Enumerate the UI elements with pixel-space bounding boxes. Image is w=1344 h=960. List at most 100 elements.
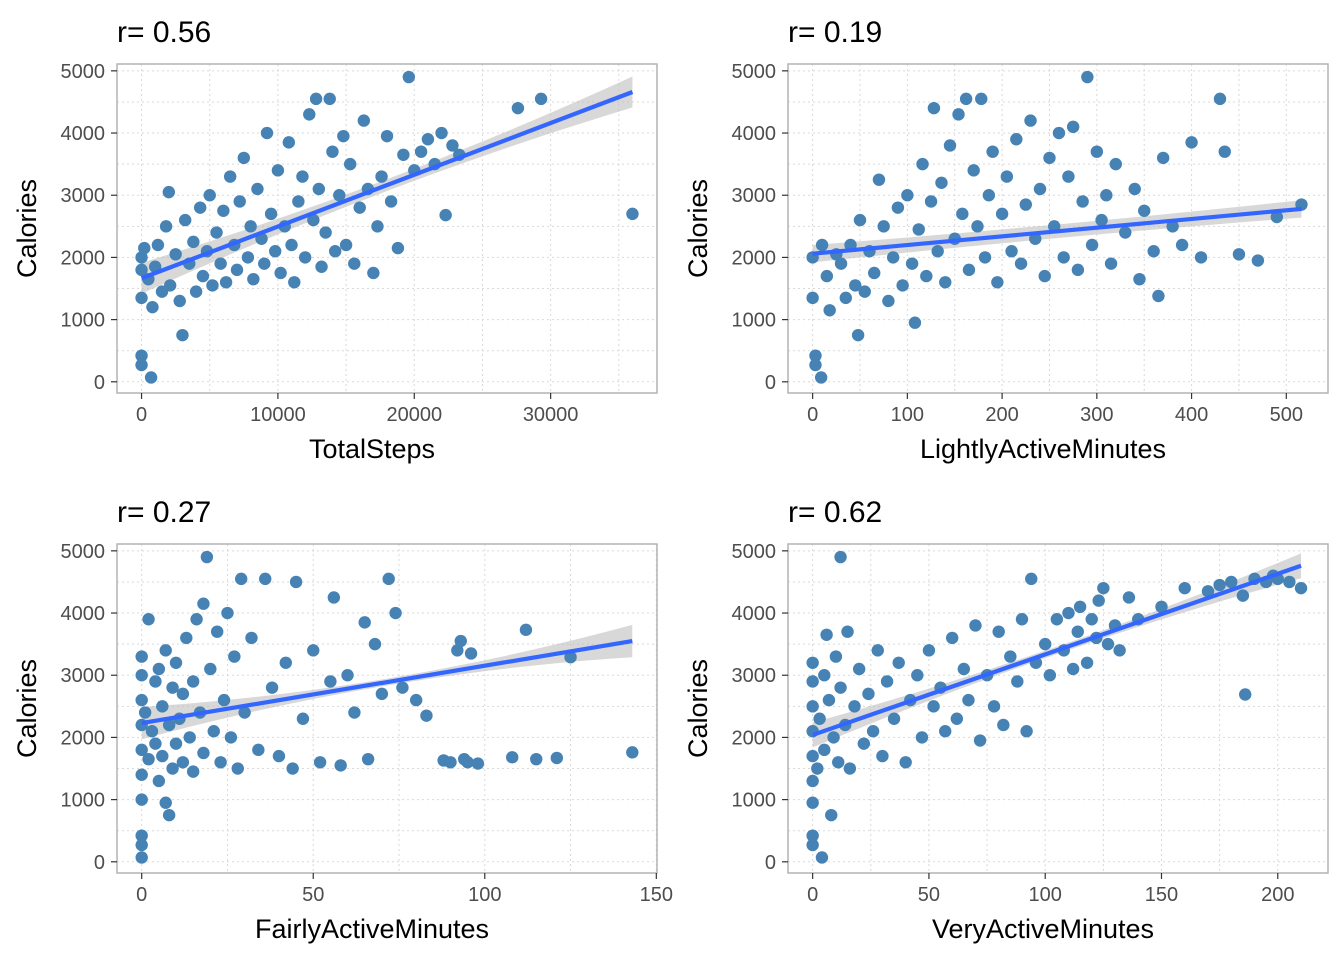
data-point (876, 749, 889, 763)
data-point (1097, 581, 1110, 595)
data-point (1185, 136, 1198, 149)
data-point (135, 291, 148, 305)
data-point (245, 631, 258, 645)
data-point (827, 731, 840, 744)
data-point (186, 765, 200, 778)
data-point (1039, 637, 1052, 651)
y-axis-title: Calories (12, 179, 42, 278)
data-point (135, 743, 148, 757)
data-point (135, 349, 148, 362)
data-point (159, 644, 172, 657)
x-tick-label: 200 (1261, 884, 1294, 906)
data-point (1101, 637, 1115, 651)
data-point (292, 195, 305, 208)
data-point (176, 328, 189, 342)
data-point (818, 669, 831, 682)
data-point (135, 838, 148, 852)
data-point (189, 285, 203, 298)
data-point (1033, 182, 1047, 196)
x-tick-label: 500 (1270, 404, 1303, 426)
data-point (1000, 170, 1014, 183)
data-point (1066, 662, 1080, 676)
data-point (343, 157, 357, 171)
data-point (1100, 189, 1113, 202)
data-point (871, 644, 884, 657)
data-point (806, 774, 819, 788)
data-point (135, 251, 148, 264)
y-axis-title: Calories (683, 179, 713, 278)
x-tick-label: 30000 (523, 404, 579, 426)
data-point (315, 260, 328, 273)
data-point (924, 195, 938, 208)
data-point (341, 669, 354, 682)
x-tick-label: 0 (807, 404, 818, 426)
x-tick-label: 100 (1029, 884, 1062, 906)
data-point (173, 294, 186, 308)
y-tick-label: 0 (94, 852, 105, 874)
data-point (823, 304, 836, 317)
data-point (829, 650, 843, 663)
data-point (872, 173, 886, 186)
data-point (162, 718, 176, 732)
data-point (152, 774, 166, 788)
data-point (307, 213, 320, 227)
y-tick-label: 3000 (732, 185, 777, 207)
data-point (384, 195, 398, 208)
data-point (1156, 151, 1170, 165)
data-point (834, 550, 847, 564)
data-point (1015, 613, 1029, 626)
data-point (176, 687, 190, 701)
data-point (891, 201, 905, 214)
data-point (420, 709, 433, 722)
data-point (217, 693, 231, 707)
y-tick-label: 2000 (61, 247, 106, 269)
x-axis-title: FairlyActiveMinutes (255, 914, 489, 944)
data-point (1155, 600, 1168, 614)
data-point (1081, 70, 1094, 84)
data-point (1095, 213, 1108, 227)
y-tick-label: 5000 (61, 61, 106, 83)
data-point (142, 752, 155, 766)
data-point (162, 808, 176, 822)
data-points (135, 70, 639, 384)
data-point (142, 613, 155, 626)
data-point (880, 675, 894, 688)
data-point (371, 220, 384, 233)
data-point (421, 133, 435, 146)
data-point (935, 176, 948, 189)
data-point (1147, 245, 1160, 258)
data-point (238, 706, 251, 719)
y-tick-label: 4000 (61, 123, 106, 145)
data-point (1270, 210, 1284, 224)
data-point (1128, 182, 1141, 196)
data-point (285, 238, 298, 252)
data-point (217, 204, 230, 217)
data-point (916, 157, 929, 171)
data-point (987, 700, 1001, 713)
data-point (348, 706, 361, 719)
data-point (912, 223, 925, 236)
data-point (375, 170, 388, 183)
data-point (962, 693, 975, 707)
data-point (1005, 245, 1018, 258)
x-tick-label: 100 (891, 404, 924, 426)
data-point (519, 623, 533, 637)
data-point (806, 829, 819, 842)
data-point (135, 358, 148, 372)
data-point (1085, 613, 1098, 626)
data-point (806, 656, 819, 669)
data-point (813, 712, 826, 725)
data-point (186, 675, 200, 688)
data-point (259, 572, 272, 586)
data-point (1043, 669, 1057, 682)
regression-line (141, 638, 633, 726)
data-point (353, 201, 366, 214)
data-point (1011, 675, 1024, 688)
data-point (1239, 688, 1252, 701)
data-point (892, 656, 905, 669)
data-point (1232, 248, 1246, 261)
y-axis-title: Calories (683, 659, 713, 758)
data-point (397, 148, 410, 162)
data-point (1122, 591, 1136, 604)
